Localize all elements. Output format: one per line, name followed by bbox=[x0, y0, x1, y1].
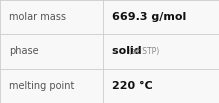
Text: solid: solid bbox=[112, 46, 149, 57]
Text: molar mass: molar mass bbox=[9, 12, 66, 22]
Text: 669.3 g/mol: 669.3 g/mol bbox=[112, 12, 186, 22]
Text: 220 °C: 220 °C bbox=[112, 81, 152, 91]
Text: (at STP): (at STP) bbox=[129, 47, 159, 56]
Text: melting point: melting point bbox=[9, 81, 74, 91]
Text: phase: phase bbox=[9, 46, 38, 57]
